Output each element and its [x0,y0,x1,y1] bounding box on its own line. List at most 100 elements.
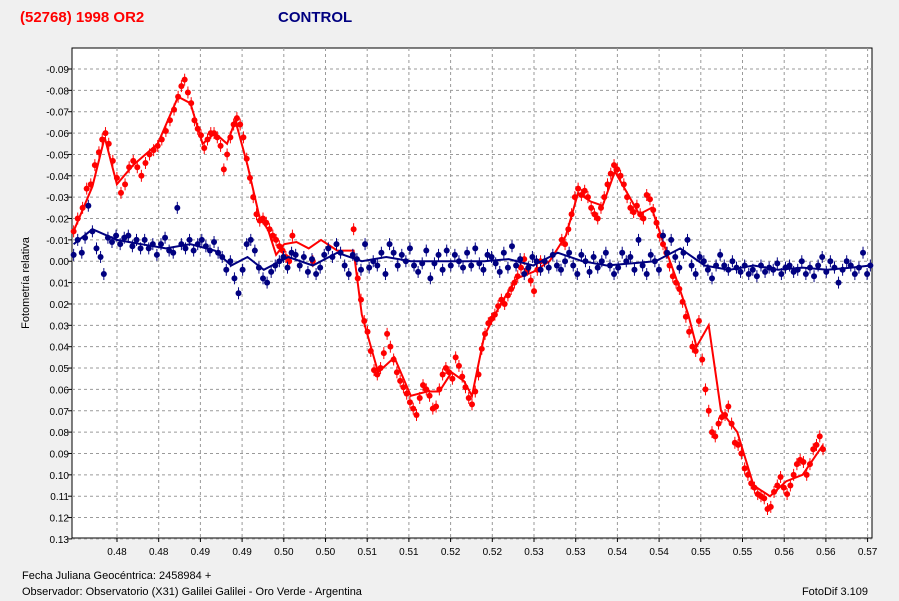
data-point [496,268,503,275]
data-point [400,384,407,391]
data-point [485,320,492,327]
data-point [529,253,536,260]
data-point [427,275,434,282]
data-point [398,251,405,258]
data-point [635,236,642,243]
y-tick-label: -0.06 [46,129,69,140]
x-tick-label: 0.48 [107,547,127,558]
y-tick-label: -0.02 [46,215,69,226]
data-point [601,194,608,201]
data-point [712,433,719,440]
data-point [178,241,185,248]
data-point [744,471,751,478]
data-point [74,215,81,222]
data-point [134,164,141,171]
data-point [415,268,422,275]
data-point [129,243,136,250]
data-point [247,236,254,243]
data-point [439,266,446,273]
data-point [321,251,328,258]
data-point [586,268,593,275]
data-point [182,245,189,252]
data-point [255,264,262,271]
data-point [426,392,433,399]
data-point [170,249,177,256]
data-point [406,245,413,252]
data-point [709,275,715,282]
data-point [266,226,273,233]
data-point [217,142,224,149]
data-point [851,271,858,278]
data-point [95,149,102,156]
data-point [728,420,735,427]
data-point [264,279,271,286]
data-point [749,266,756,273]
data-point [304,268,311,275]
data-point [545,264,552,271]
data-point [215,249,222,256]
data-point [419,260,426,267]
data-point [676,286,683,293]
data-point [639,262,646,269]
data-point [364,328,371,335]
data-point [700,258,707,265]
data-point [268,268,275,275]
data-point [753,273,760,280]
data-point [514,273,521,280]
data-point [472,245,479,252]
data-point [469,401,475,408]
data-point [153,251,160,258]
data-point [689,343,696,350]
object-title: (52768) 1998 OR2 [20,9,145,26]
data-point [553,262,560,269]
data-point [784,491,791,498]
data-point [738,450,745,457]
data-point [154,142,161,149]
y-tick-label: 0.04 [50,343,70,354]
y-axis-label: Fotometría relativa [20,237,32,329]
data-point [843,258,850,265]
data-point [211,130,218,137]
data-point [178,83,185,90]
y-axis-ticks: -0.09 -0.08 -0.07 -0.06 -0.05 -0.04 -0.03 -0.02… [46,65,72,546]
data-point [557,266,564,273]
data-point [367,347,374,354]
x-tick-label: 0.55 [733,547,753,558]
data-point [696,253,703,260]
x-tick-label: 0.49 [232,547,252,558]
data-point [650,206,657,213]
data-point [91,162,98,169]
data-point [594,215,601,222]
data-point [624,194,631,201]
data-point [105,140,112,147]
data-point [374,371,381,378]
data-point [279,247,286,254]
data-point [70,228,77,235]
data-point [647,251,654,258]
data-point [99,136,106,143]
data-point [570,262,577,269]
data-point [386,241,393,248]
data-point [354,275,361,282]
y-tick-label: 0.00 [50,257,70,268]
data-point [82,234,89,241]
y-tick-label: 0.07 [50,407,70,418]
data-point [623,258,630,265]
data-point [280,253,287,260]
data-point [390,356,397,363]
data-point [790,471,797,478]
data-point [839,266,846,273]
y-tick-label: -0.08 [46,86,69,97]
data-point [406,399,413,406]
data-point [70,251,77,258]
data-point [705,407,712,414]
data-point [239,266,246,273]
data-point [191,117,198,124]
data-point [611,271,618,278]
data-point [541,258,548,265]
data-point [126,164,133,171]
data-point [211,239,218,246]
data-point [382,271,389,278]
data-point [521,271,528,278]
data-point [604,181,611,188]
